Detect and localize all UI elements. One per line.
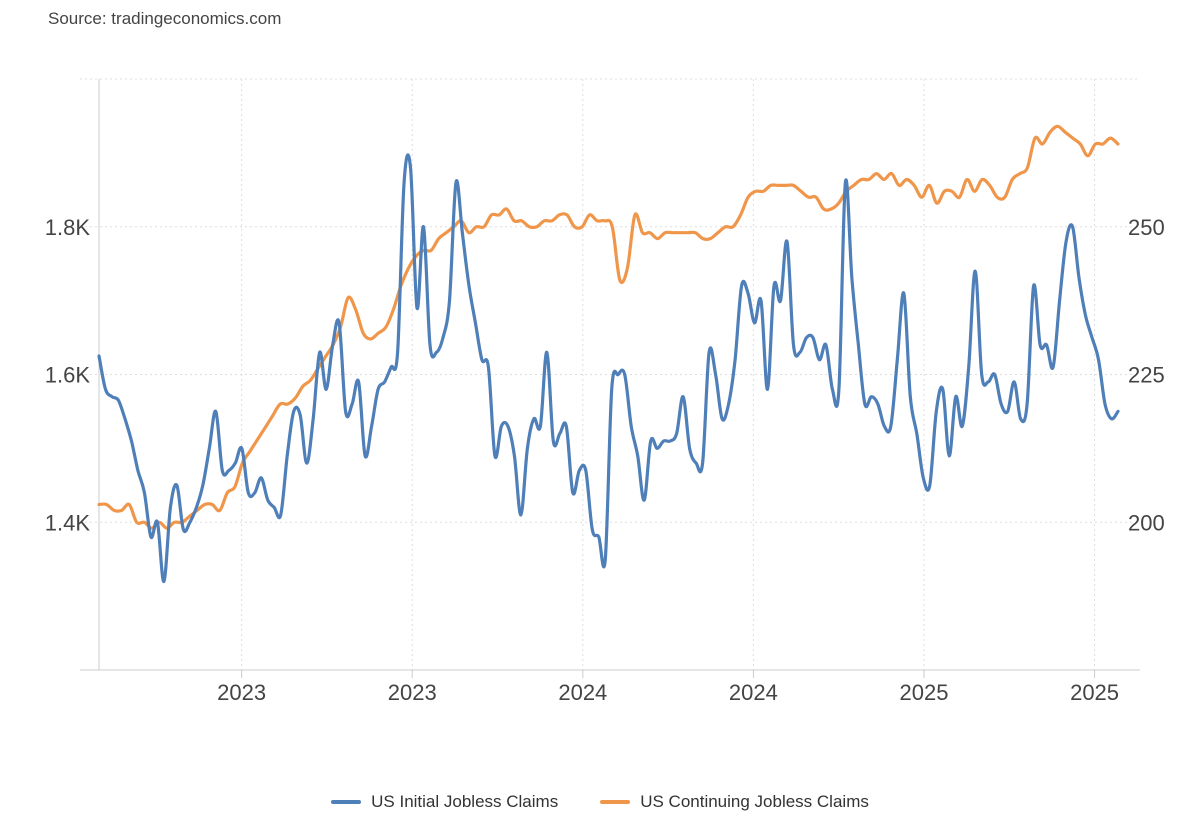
left-tick-label: 1.6K — [45, 363, 91, 388]
series-layer — [97, 124, 1120, 584]
legend-item-continuing[interactable]: US Continuing Jobless Claims — [600, 792, 869, 812]
legend-label-continuing: US Continuing Jobless Claims — [640, 792, 869, 811]
x-tick-label: 2025 — [1070, 680, 1119, 705]
left-tick-label: 1.4K — [45, 510, 91, 535]
x-tick-label: 2024 — [558, 680, 607, 705]
right-tick-label: 250 — [1128, 215, 1165, 240]
right-tick-label: 200 — [1128, 510, 1165, 535]
legend-item-initial[interactable]: US Initial Jobless Claims — [331, 792, 558, 812]
series-line-initial-claims — [97, 153, 1120, 584]
series-line-continuing-claims — [97, 124, 1120, 530]
legend: US Initial Jobless Claims US Continuing … — [0, 792, 1200, 812]
legend-swatch-continuing — [600, 800, 631, 804]
legend-swatch-initial — [331, 800, 362, 804]
x-tick-label: 2024 — [729, 680, 778, 705]
x-tick-label: 2025 — [900, 680, 949, 705]
legend-label-initial: US Initial Jobless Claims — [371, 792, 559, 811]
right-axis-ticks: 200 225 250 — [1128, 215, 1165, 536]
left-tick-label: 1.8K — [45, 215, 91, 240]
left-axis-ticks: 1.4K 1.6K 1.8K — [45, 215, 91, 536]
x-tick-label: 2023 — [217, 680, 266, 705]
x-tick-label: 2023 — [388, 680, 437, 705]
right-tick-label: 225 — [1128, 363, 1165, 388]
grid-lines — [80, 78, 1140, 670]
x-axis-ticks: 2023 2023 2024 2024 2025 2025 — [217, 670, 1119, 705]
source-label: Source: tradingeconomics.com — [48, 9, 282, 28]
